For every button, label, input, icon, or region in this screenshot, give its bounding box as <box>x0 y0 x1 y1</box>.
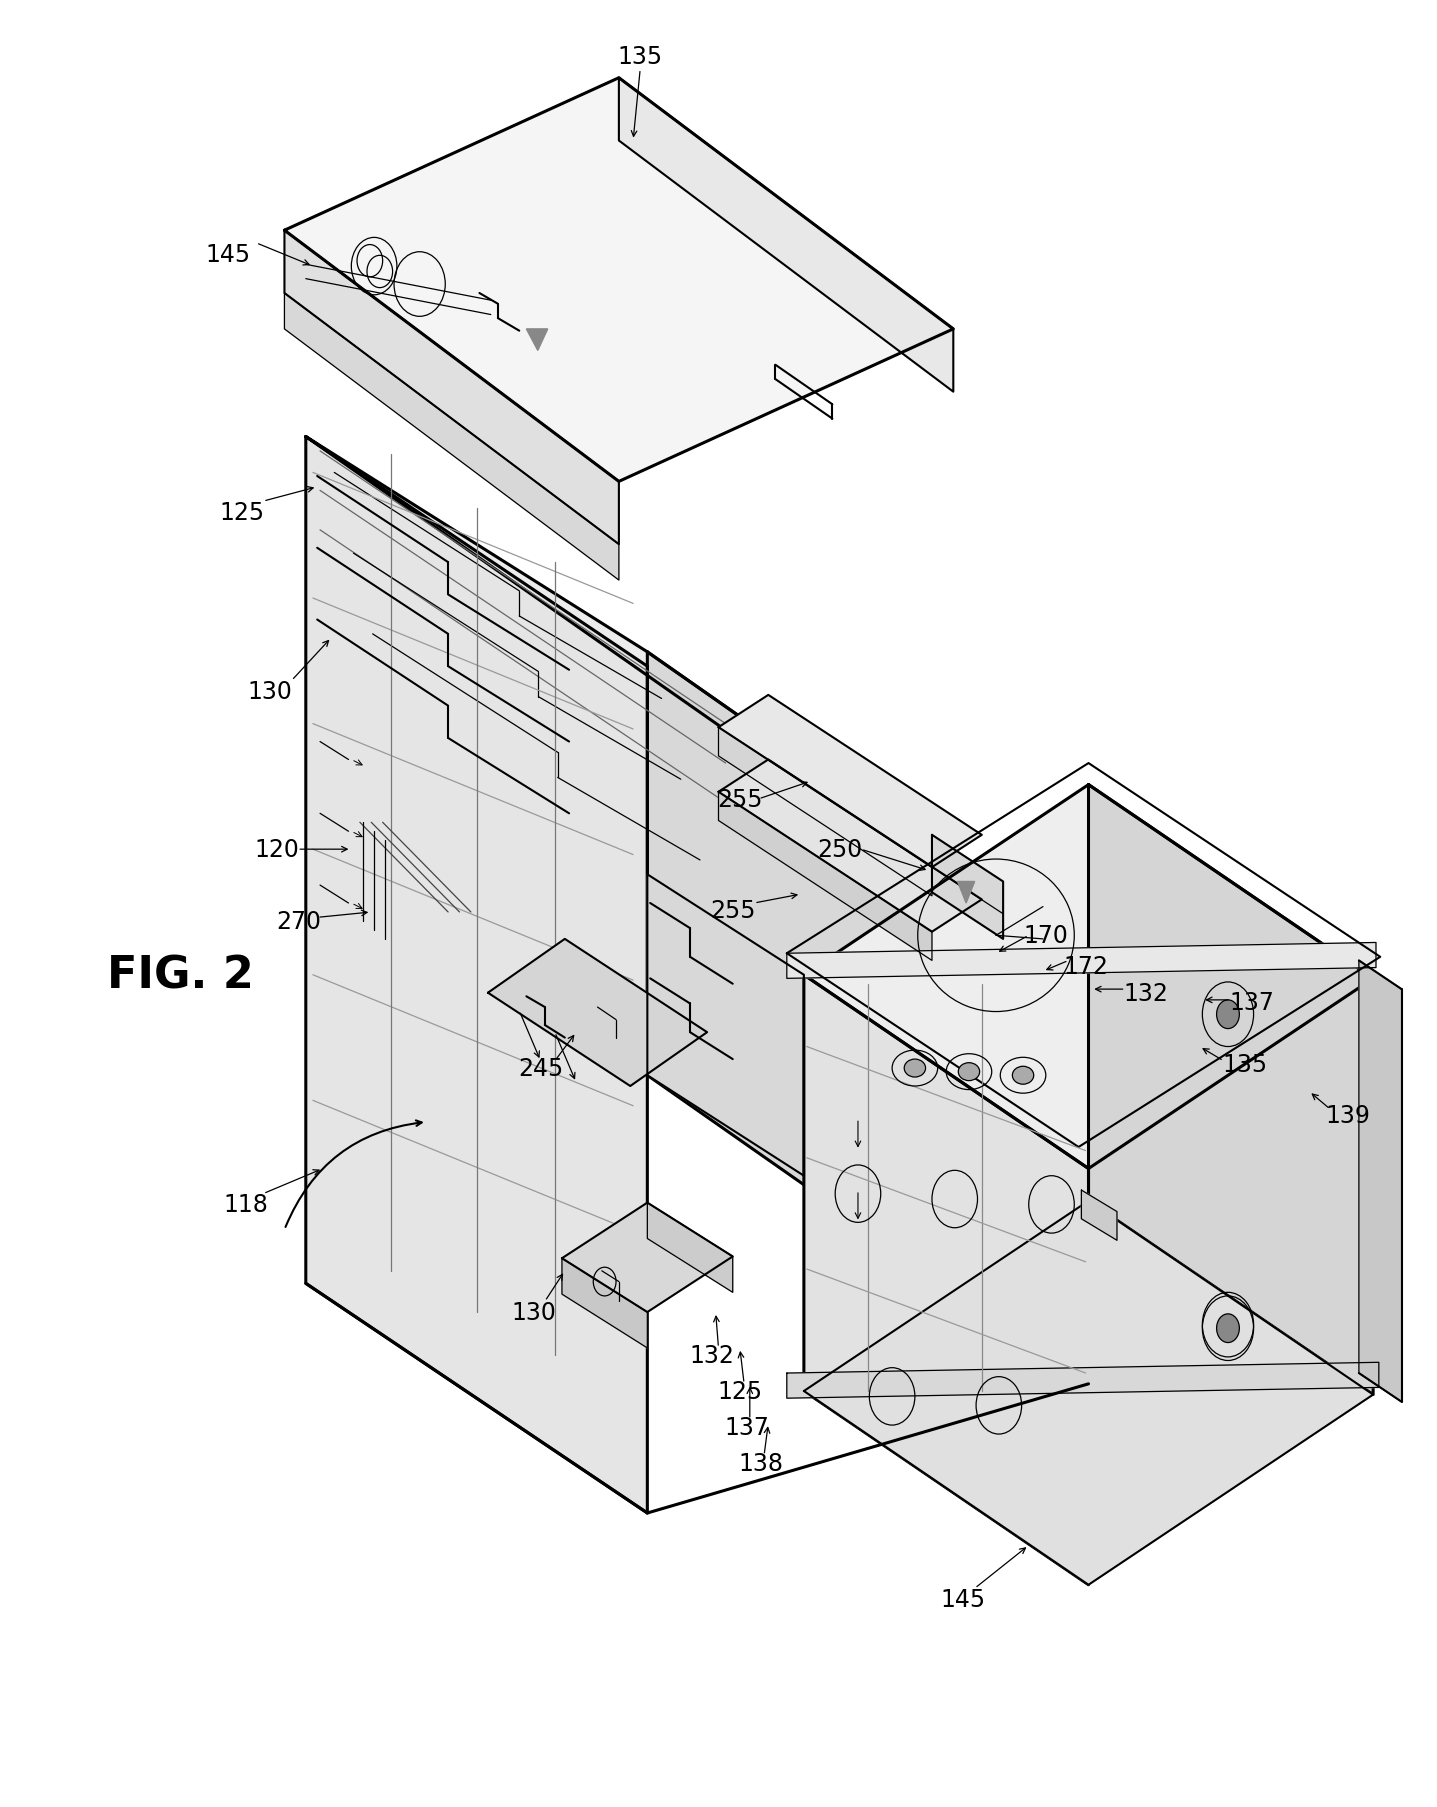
Polygon shape <box>306 437 647 1512</box>
Text: 270: 270 <box>276 909 322 934</box>
Polygon shape <box>526 329 547 351</box>
Text: 132: 132 <box>688 1343 734 1368</box>
Polygon shape <box>933 835 1003 940</box>
Ellipse shape <box>904 1059 925 1077</box>
Polygon shape <box>285 295 619 580</box>
Text: 135: 135 <box>1223 1053 1267 1077</box>
Polygon shape <box>718 761 981 932</box>
Polygon shape <box>562 1203 733 1312</box>
Text: 137: 137 <box>724 1415 769 1438</box>
Text: 130: 130 <box>512 1301 556 1325</box>
Text: 139: 139 <box>1325 1102 1369 1128</box>
Polygon shape <box>285 80 953 482</box>
Polygon shape <box>1082 1191 1117 1241</box>
Text: 145: 145 <box>205 242 250 266</box>
Polygon shape <box>787 1362 1380 1399</box>
Polygon shape <box>718 791 933 961</box>
Text: 250: 250 <box>816 838 862 862</box>
Text: 138: 138 <box>739 1451 783 1475</box>
Polygon shape <box>718 696 981 867</box>
Ellipse shape <box>1013 1066 1033 1084</box>
Polygon shape <box>787 943 1377 979</box>
Text: 137: 137 <box>1230 990 1275 1014</box>
Text: 255: 255 <box>710 898 756 923</box>
Polygon shape <box>647 652 1088 1384</box>
Text: 245: 245 <box>517 1057 563 1081</box>
Polygon shape <box>718 728 933 896</box>
Text: FIG. 2: FIG. 2 <box>106 954 253 997</box>
Polygon shape <box>803 1202 1374 1585</box>
Polygon shape <box>489 940 707 1086</box>
Text: 125: 125 <box>220 501 264 524</box>
Polygon shape <box>647 1203 733 1292</box>
Polygon shape <box>803 786 1374 1169</box>
Polygon shape <box>285 231 619 546</box>
Ellipse shape <box>958 1063 980 1081</box>
Text: 145: 145 <box>941 1587 986 1612</box>
Polygon shape <box>647 875 803 1176</box>
Polygon shape <box>562 1258 647 1348</box>
Text: 125: 125 <box>717 1379 763 1404</box>
Polygon shape <box>957 882 974 904</box>
Polygon shape <box>1088 786 1374 1395</box>
Text: 118: 118 <box>224 1193 269 1216</box>
Text: 135: 135 <box>618 45 662 69</box>
Text: 130: 130 <box>247 679 293 705</box>
Circle shape <box>1217 1001 1239 1028</box>
Circle shape <box>1217 1314 1239 1343</box>
Text: 120: 120 <box>254 838 300 862</box>
Polygon shape <box>803 976 1088 1585</box>
Text: 255: 255 <box>717 788 763 811</box>
Polygon shape <box>619 80 953 392</box>
Text: 172: 172 <box>1063 954 1108 978</box>
Polygon shape <box>306 437 1088 961</box>
Text: 170: 170 <box>1023 923 1068 947</box>
Text: 132: 132 <box>1122 981 1168 1005</box>
Polygon shape <box>1359 961 1401 1402</box>
